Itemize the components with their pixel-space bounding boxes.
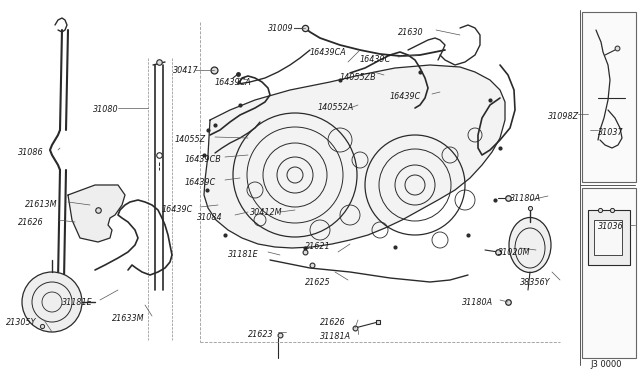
Ellipse shape <box>509 218 551 273</box>
Text: 38356Y: 38356Y <box>520 278 550 287</box>
Text: 21623: 21623 <box>248 330 274 339</box>
Text: 16439C: 16439C <box>360 55 391 64</box>
Text: 21626: 21626 <box>320 318 346 327</box>
Polygon shape <box>204 65 505 248</box>
Text: 14055Z: 14055Z <box>175 135 206 144</box>
Text: 140552A: 140552A <box>318 103 355 112</box>
Text: 21621: 21621 <box>305 242 331 251</box>
Text: 31181A: 31181A <box>320 332 351 341</box>
Text: 21625: 21625 <box>305 278 331 287</box>
Text: J3 0000: J3 0000 <box>590 360 621 369</box>
Text: 31181E: 31181E <box>228 250 259 259</box>
Text: 31084: 31084 <box>197 213 223 222</box>
Polygon shape <box>68 185 125 242</box>
Text: 16439C: 16439C <box>390 92 421 101</box>
Text: 31180A: 31180A <box>510 194 541 203</box>
Text: 21626: 21626 <box>18 218 44 227</box>
Text: 31098Z: 31098Z <box>548 112 579 121</box>
Text: 31086: 31086 <box>18 148 44 157</box>
Text: 14055ZB: 14055ZB <box>340 73 376 82</box>
Text: 31020M: 31020M <box>498 248 531 257</box>
Text: 16439C: 16439C <box>185 178 216 187</box>
Text: 16439CB: 16439CB <box>185 155 221 164</box>
Bar <box>588 210 630 265</box>
Text: 21633M: 21633M <box>112 314 145 323</box>
Text: 31037: 31037 <box>598 128 623 137</box>
Text: 30412M: 30412M <box>250 208 282 217</box>
Text: 31180A: 31180A <box>462 298 493 307</box>
Bar <box>582 188 636 358</box>
Text: 31036: 31036 <box>598 222 623 231</box>
Bar <box>594 220 622 255</box>
Text: 16439C: 16439C <box>162 205 193 214</box>
Text: 21613M: 21613M <box>25 200 58 209</box>
Text: 16439CA: 16439CA <box>215 78 252 87</box>
Circle shape <box>22 272 82 332</box>
Text: 30417: 30417 <box>173 66 198 75</box>
Text: 31181E: 31181E <box>62 298 93 307</box>
Bar <box>582 12 636 182</box>
Text: 31080: 31080 <box>93 105 118 114</box>
Text: 16439CA: 16439CA <box>310 48 347 57</box>
Text: 21630: 21630 <box>398 28 424 37</box>
Text: 21305Y: 21305Y <box>6 318 36 327</box>
Text: 31009: 31009 <box>268 24 294 33</box>
